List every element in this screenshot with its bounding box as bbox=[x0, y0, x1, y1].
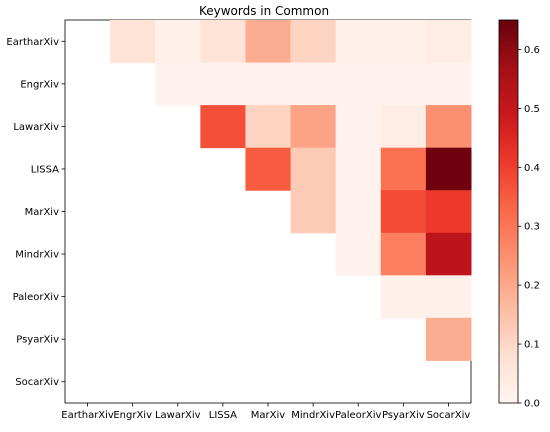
y-tick-label: SocarXiv bbox=[15, 377, 59, 388]
heatmap-cell bbox=[200, 105, 246, 149]
heatmap-cell bbox=[380, 20, 427, 64]
heatmap-cell bbox=[425, 190, 472, 234]
heatmap-cell bbox=[200, 20, 246, 64]
heatmap-cell bbox=[425, 20, 472, 64]
colorbar-tick-label: 0.5 bbox=[524, 104, 540, 115]
heatmap-cell bbox=[380, 190, 427, 234]
x-axis-ticks: EartharXiv EngrXiv LawarXiv LISSA MarXiv Mind… bbox=[61, 403, 470, 421]
y-tick-label: LawarXiv bbox=[13, 122, 59, 133]
heatmap-cell bbox=[290, 147, 337, 191]
chart-title: Keywords in Common bbox=[199, 4, 329, 18]
x-tick-label: LISSA bbox=[209, 410, 237, 421]
colorbar-tick-label: 0.0 bbox=[524, 399, 540, 410]
colorbar: 0.0 0.1 0.2 0.3 0.4 0.5 0.6 bbox=[498, 19, 540, 410]
heatmap-cell bbox=[335, 62, 382, 106]
heatmap-cell bbox=[380, 105, 427, 149]
heatmap-cell bbox=[155, 62, 201, 106]
heatmap-cell bbox=[425, 147, 472, 191]
colorbar-gradient bbox=[498, 19, 519, 404]
colorbar-tick-label: 0.3 bbox=[524, 222, 540, 233]
y-tick-label: EartharXiv bbox=[6, 37, 59, 48]
heatmap-cell bbox=[380, 232, 427, 276]
heatmap-cell bbox=[380, 275, 427, 319]
heatmap-cell bbox=[335, 147, 382, 191]
y-tick-label: LISSA bbox=[31, 164, 59, 175]
heatmap-cell bbox=[425, 275, 472, 319]
y-tick-label: EngrXiv bbox=[20, 79, 59, 90]
heatmap-cell bbox=[425, 232, 472, 276]
heatmap-cell bbox=[245, 62, 292, 106]
x-tick-label: SocarXiv bbox=[427, 410, 471, 421]
heatmap-cell bbox=[290, 105, 337, 149]
heatmap-cell bbox=[245, 147, 292, 191]
x-tick-label: EngrXiv bbox=[113, 410, 152, 421]
y-tick-label: PsyarXiv bbox=[16, 335, 59, 346]
heatmap-cell bbox=[335, 105, 382, 149]
colorbar-tick-label: 0.2 bbox=[524, 281, 540, 292]
heatmap-cell bbox=[335, 232, 382, 276]
heatmap-cell bbox=[200, 62, 246, 106]
heatmap-cell bbox=[335, 190, 382, 234]
heatmap-cell bbox=[335, 20, 382, 64]
x-tick-label: LawarXiv bbox=[155, 410, 201, 421]
x-tick-label: PsyarXiv bbox=[382, 410, 425, 421]
heatmap-cell bbox=[245, 105, 292, 149]
y-tick-label: MindrXiv bbox=[15, 250, 59, 261]
colorbar-tick-label: 0.1 bbox=[524, 340, 540, 351]
heatmap-cells bbox=[110, 20, 472, 361]
colorbar-tick-label: 0.6 bbox=[524, 45, 540, 56]
x-tick-label: EartharXiv bbox=[61, 410, 114, 421]
y-tick-label: MarXiv bbox=[25, 207, 59, 218]
x-tick-label: PaleorXiv bbox=[335, 410, 381, 421]
y-axis-ticks: EartharXiv EngrXiv LawarXiv LISSA MarXiv Mind… bbox=[6, 37, 65, 388]
heatmap-cell bbox=[245, 20, 292, 64]
heatmap-cell bbox=[290, 20, 337, 64]
heatmap-cell bbox=[425, 105, 472, 149]
heatmap-cell bbox=[425, 62, 472, 106]
x-tick-label: MindrXiv bbox=[291, 410, 335, 421]
colorbar-tick-label: 0.4 bbox=[524, 163, 540, 174]
y-tick-label: PaleorXiv bbox=[13, 292, 59, 303]
heatmap-cell bbox=[425, 317, 472, 361]
x-tick-label: MarXiv bbox=[251, 410, 285, 421]
heatmap-cell bbox=[155, 20, 201, 64]
heatmap-cell bbox=[380, 147, 427, 191]
heatmap-cell bbox=[110, 20, 156, 64]
heatmap-cell bbox=[290, 62, 337, 106]
heatmap-cell bbox=[290, 190, 337, 234]
heatmap-cell bbox=[380, 62, 427, 106]
